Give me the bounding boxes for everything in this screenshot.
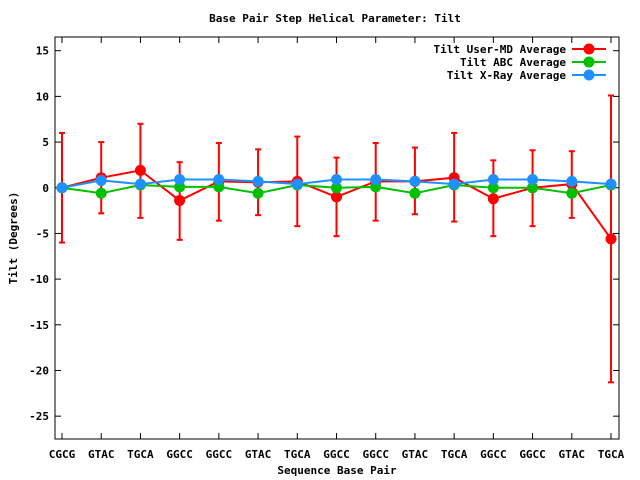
x-tick-label: GTAC xyxy=(402,448,429,461)
legend-label: Tilt ABC Average xyxy=(460,56,566,69)
y-tick-label: 10 xyxy=(36,90,49,103)
legend-label: Tilt X-Ray Average xyxy=(447,69,567,82)
data-point xyxy=(527,174,539,186)
series-2 xyxy=(56,174,617,194)
data-point xyxy=(331,174,342,186)
series-0 xyxy=(56,94,617,384)
data-point xyxy=(95,187,107,199)
series-layer xyxy=(56,94,617,384)
x-tick-label: TGCA xyxy=(441,448,468,461)
data-point xyxy=(213,174,225,186)
data-point xyxy=(174,174,186,186)
y-axis: 15 10 5 0 -5 -10 -15 -20 -25 xyxy=(29,45,619,423)
chart-title: Base Pair Step Helical Parameter: Tilt xyxy=(209,12,461,25)
x-tick-label: GGCC xyxy=(480,448,507,461)
data-point xyxy=(566,175,578,187)
data-point xyxy=(291,178,303,190)
y-tick-label: -20 xyxy=(29,364,49,377)
x-tick-label: TGCA xyxy=(284,448,311,461)
data-point xyxy=(605,233,617,245)
data-point xyxy=(487,174,499,186)
legend-swatch-marker xyxy=(583,43,595,55)
x-tick-label: GGCC xyxy=(362,448,389,461)
y-tick-label: 15 xyxy=(36,45,49,58)
x-tick-label: TGCA xyxy=(127,448,154,461)
y-tick-label: -25 xyxy=(29,410,49,423)
data-point xyxy=(252,175,264,187)
legend-swatch-marker xyxy=(583,69,595,81)
y-axis-label: Tilt (Degrees) xyxy=(7,192,20,285)
x-tick-label: GTAC xyxy=(559,448,586,461)
x-tick-label: GGCC xyxy=(519,448,546,461)
data-point xyxy=(252,187,264,199)
legend-swatch-marker xyxy=(583,56,595,68)
data-point xyxy=(487,182,499,194)
data-point xyxy=(487,193,499,205)
data-point xyxy=(331,182,342,194)
y-tick-label: -5 xyxy=(36,227,49,240)
y-tick-label: 5 xyxy=(42,136,49,149)
plot-area xyxy=(54,36,620,440)
y-tick-label: 0 xyxy=(42,182,49,195)
data-point xyxy=(56,182,68,194)
y-tick-label: -10 xyxy=(29,273,49,286)
x-tick-label: GGCC xyxy=(323,448,350,461)
data-point xyxy=(331,191,342,203)
x-tick-label: GTAC xyxy=(88,448,115,461)
data-point xyxy=(134,164,146,176)
data-point xyxy=(95,174,107,186)
x-tick-label: TGCA xyxy=(598,448,625,461)
x-axis-label: Sequence Base Pair xyxy=(277,464,397,477)
x-tick-label: CGCG xyxy=(49,448,76,461)
data-point xyxy=(174,195,186,207)
data-point xyxy=(134,178,146,190)
data-point xyxy=(566,187,578,199)
x-tick-label: GGCC xyxy=(166,448,193,461)
data-point xyxy=(409,187,421,199)
data-point xyxy=(409,175,421,187)
x-tick-label: GTAC xyxy=(245,448,272,461)
legend-label: Tilt User-MD Average xyxy=(434,43,567,56)
data-point xyxy=(448,178,460,190)
x-tick-label: GGCC xyxy=(206,448,233,461)
x-axis: CGCG GTAC TGCA GGCC GGCC GTAC TGCA GGCC GGCC GTAC… xyxy=(49,37,625,461)
y-tick-label: -15 xyxy=(29,319,49,332)
data-point xyxy=(527,182,539,194)
data-point xyxy=(370,174,382,186)
data-point xyxy=(605,178,617,190)
